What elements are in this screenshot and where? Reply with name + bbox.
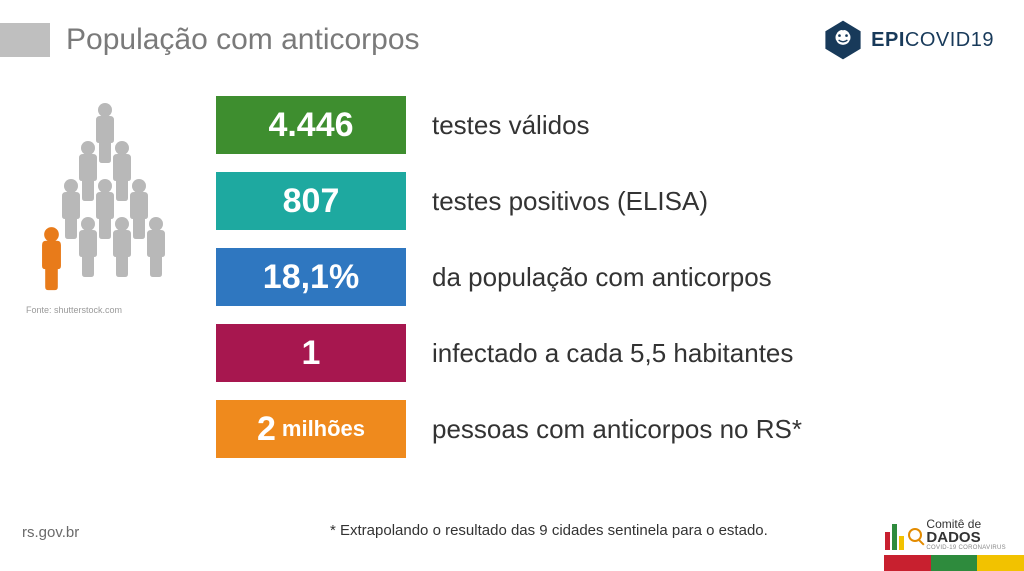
stat-label: testes positivos (ELISA) xyxy=(432,186,708,217)
stat-label: pessoas com anticorpos no RS* xyxy=(432,414,802,445)
bar xyxy=(885,532,890,550)
comite-bars-icon xyxy=(885,520,904,550)
people-pyramid-icon xyxy=(20,98,190,298)
stat-value-box: 2 milhões xyxy=(216,400,406,458)
logo-prefix: EPI xyxy=(871,29,905,51)
stat-row: 1 infectado a cada 5,5 habitantes xyxy=(216,324,984,382)
stat-row: 807 testes positivos (ELISA) xyxy=(216,172,984,230)
stat-row: 2 milhões pessoas com anticorpos no RS* xyxy=(216,400,984,458)
epicovid-logo: EPICOVID19 xyxy=(821,18,994,62)
stat-label: testes válidos xyxy=(432,110,590,141)
flag-yellow xyxy=(977,555,1024,571)
comite-line2: DADOS xyxy=(926,530,1006,545)
stat-value-box: 807 xyxy=(216,172,406,230)
image-source-text: Fonte: shutterstock.com xyxy=(20,305,210,315)
stats-column: 4.446 testes válidos 807 testes positivo… xyxy=(210,96,984,458)
stat-unit: milhões xyxy=(282,416,365,442)
stat-value: 1 xyxy=(302,334,321,373)
stat-value: 2 xyxy=(257,410,276,449)
flag-red xyxy=(884,555,931,571)
stat-value: 807 xyxy=(283,182,340,221)
title-accent-block xyxy=(0,23,50,57)
bar xyxy=(899,536,904,550)
logo-suffix: COVID19 xyxy=(905,29,994,51)
flag-green xyxy=(931,555,978,571)
stat-label: da população com anticorpos xyxy=(432,262,772,293)
footnote-text: * Extrapolando o resultado das 9 cidades… xyxy=(330,522,768,539)
header: População com anticorpos EPICOVID19 xyxy=(0,0,1024,72)
stat-label: infectado a cada 5,5 habitantes xyxy=(432,338,793,369)
stat-value: 18,1% xyxy=(263,258,359,297)
magnifier-icon xyxy=(908,528,922,542)
comite-dados-logo: Comitê de DADOS COVID-19 CORONAVIRUS xyxy=(885,518,1006,551)
stat-row: 4.446 testes válidos xyxy=(216,96,984,154)
stat-row: 18,1% da população com anticorpos xyxy=(216,248,984,306)
bar xyxy=(892,524,897,550)
comite-text: Comitê de DADOS COVID-19 CORONAVIRUS xyxy=(926,518,1006,551)
epicovid-logo-icon xyxy=(821,18,865,62)
main-content: Fonte: shutterstock.com 4.446 testes vál… xyxy=(0,72,1024,458)
comite-sub: COVID-19 CORONAVIRUS xyxy=(926,545,1006,551)
epicovid-logo-text: EPICOVID19 xyxy=(871,29,994,52)
stat-value-box: 1 xyxy=(216,324,406,382)
people-graphic-column: Fonte: shutterstock.com xyxy=(20,96,210,458)
stat-value: 4.446 xyxy=(268,106,353,145)
page-title: População com anticorpos xyxy=(66,23,420,57)
title-bar: População com anticorpos xyxy=(0,23,420,57)
stat-value-box: 4.446 xyxy=(216,96,406,154)
stat-value-box: 18,1% xyxy=(216,248,406,306)
flag-strip xyxy=(884,555,1024,571)
footer-url: rs.gov.br xyxy=(22,524,79,541)
